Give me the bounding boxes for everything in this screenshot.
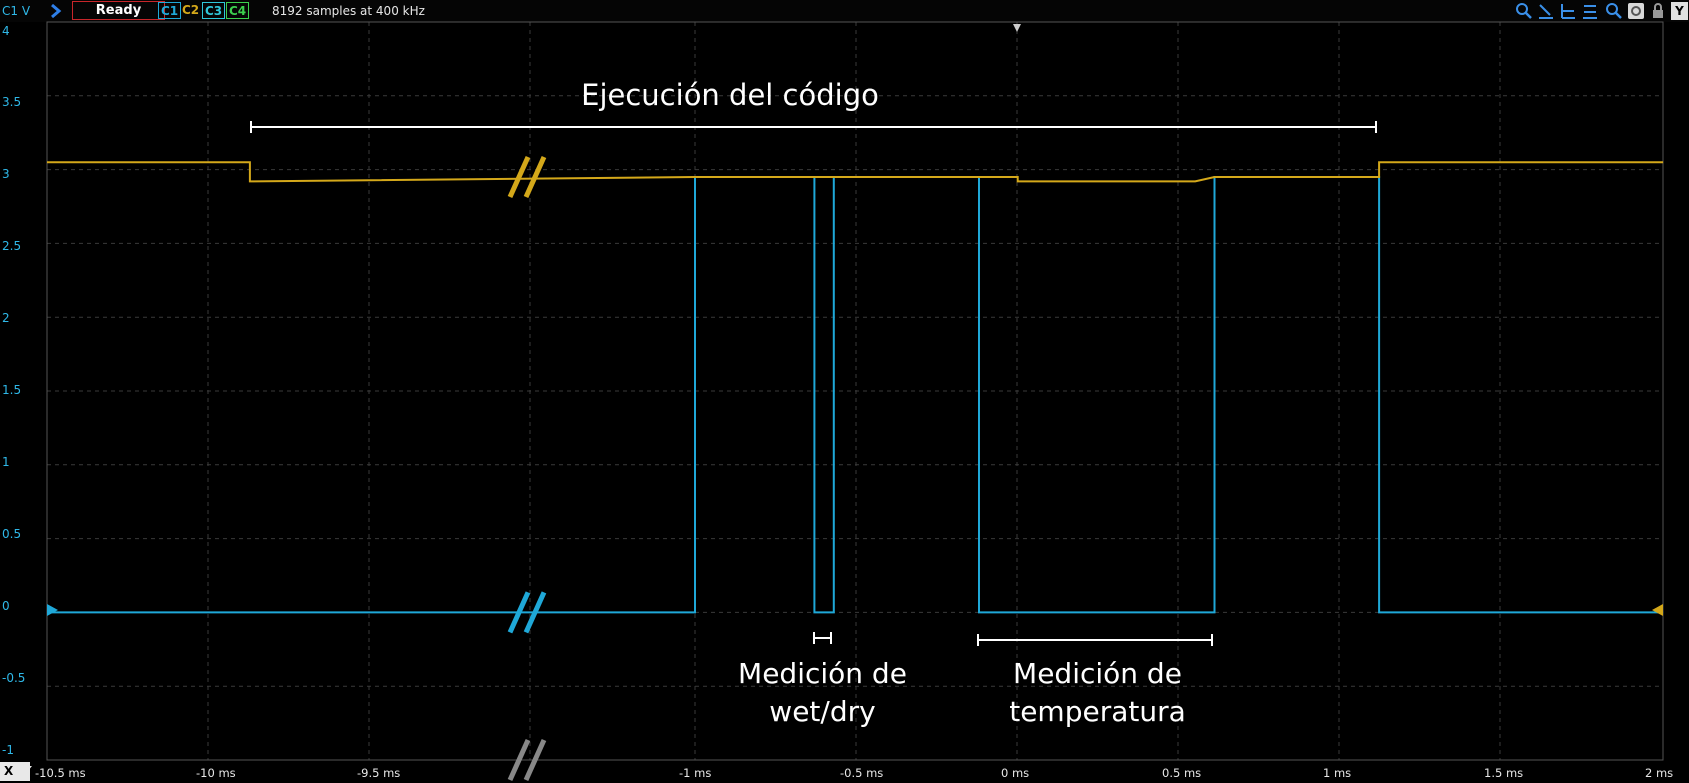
plot-frame xyxy=(46,21,1664,761)
toolbar: C1 V Ready C1 C2 C3 C4 8192 samples at 4… xyxy=(0,0,1689,22)
axis-break-c1 xyxy=(507,591,547,634)
channel-voltage-label: C1 V xyxy=(2,4,31,18)
y-tick-label: 3 xyxy=(2,167,10,181)
execution-annotation: Ejecución del código xyxy=(581,78,879,112)
channel-c4-button[interactable]: C4 xyxy=(226,2,250,19)
plot-decor xyxy=(47,24,1663,782)
temperature-bracket xyxy=(977,634,1213,646)
x-axis-button[interactable]: X xyxy=(0,762,30,781)
temperature-annotation-line1: Medición de xyxy=(1013,657,1182,690)
cursor-icon[interactable] xyxy=(1538,3,1554,19)
y-tick-label: 1 xyxy=(2,455,10,469)
wetdry-annotation-line2: wet/dry xyxy=(769,695,876,728)
y-tick-label: -1 xyxy=(2,743,14,757)
x-tick-label: -1 ms xyxy=(679,766,712,780)
c1-ground-marker xyxy=(47,604,58,616)
trigger-marker xyxy=(1013,24,1021,32)
samples-info: 8192 samples at 400 kHz xyxy=(272,4,425,18)
zoom-in-icon[interactable] xyxy=(1606,3,1622,19)
x-tick-label: 0.5 ms xyxy=(1162,766,1202,780)
settings-icon[interactable] xyxy=(1628,3,1644,19)
status-button[interactable]: Ready xyxy=(72,1,165,20)
y-axis-button[interactable]: Y xyxy=(1671,2,1688,20)
execution-bracket xyxy=(250,121,1377,133)
y-tick-label: 0.5 xyxy=(2,527,22,541)
x-tick-label: -0.5 ms xyxy=(840,766,884,780)
x-dropdown-icon[interactable] xyxy=(24,766,32,771)
y-tick-label: 2.5 xyxy=(2,239,22,253)
x-tick-label: -9.5 ms xyxy=(357,766,401,780)
x-tick-label: 1 ms xyxy=(1323,766,1352,780)
wetdry-bracket xyxy=(813,632,832,644)
x-tick-label: -10.5 ms xyxy=(35,766,86,780)
x-tick-label: 1.5 ms xyxy=(1484,766,1524,780)
y-tick-label: 1.5 xyxy=(2,383,22,397)
trace-c1 xyxy=(47,176,1664,614)
channel-c2-button[interactable]: C2 xyxy=(182,3,200,17)
y-tick-label: 2 xyxy=(2,311,10,325)
channel-c3-button[interactable]: C3 xyxy=(202,2,226,19)
x-tick-label: 0 ms xyxy=(1001,766,1030,780)
trace-c2 xyxy=(47,161,1664,183)
c2-ground-marker xyxy=(1652,604,1663,616)
plot-traces xyxy=(47,161,1664,614)
vertical-cursor-icon[interactable] xyxy=(1582,3,1598,19)
lock-icon[interactable] xyxy=(1650,3,1666,19)
y-tick-label: 3.5 xyxy=(2,95,22,109)
wetdry-annotation-line1: Medición de xyxy=(738,657,907,690)
x-tick-label: -10 ms xyxy=(196,766,236,780)
y-tick-label: 4 xyxy=(2,24,10,38)
channel-c1-button[interactable]: C1 xyxy=(158,2,182,19)
y-tick-label: 0 xyxy=(2,599,10,613)
axis-break-c2 xyxy=(507,155,547,199)
axis-break-x xyxy=(507,738,547,782)
temperature-annotation-line2: temperatura xyxy=(1009,695,1186,728)
y-tick-label: -0.5 xyxy=(2,671,26,685)
run-arrow-icon[interactable] xyxy=(50,3,62,22)
plot-grid xyxy=(46,21,1664,761)
wetdry-annotation: Medición de wet/dry xyxy=(715,655,930,731)
horizontal-cursor-icon[interactable] xyxy=(1560,3,1576,19)
zoom-fit-icon[interactable] xyxy=(1516,3,1532,19)
temperature-annotation: Medición de temperatura xyxy=(985,655,1210,731)
x-tick-label: 2 ms xyxy=(1645,766,1674,780)
